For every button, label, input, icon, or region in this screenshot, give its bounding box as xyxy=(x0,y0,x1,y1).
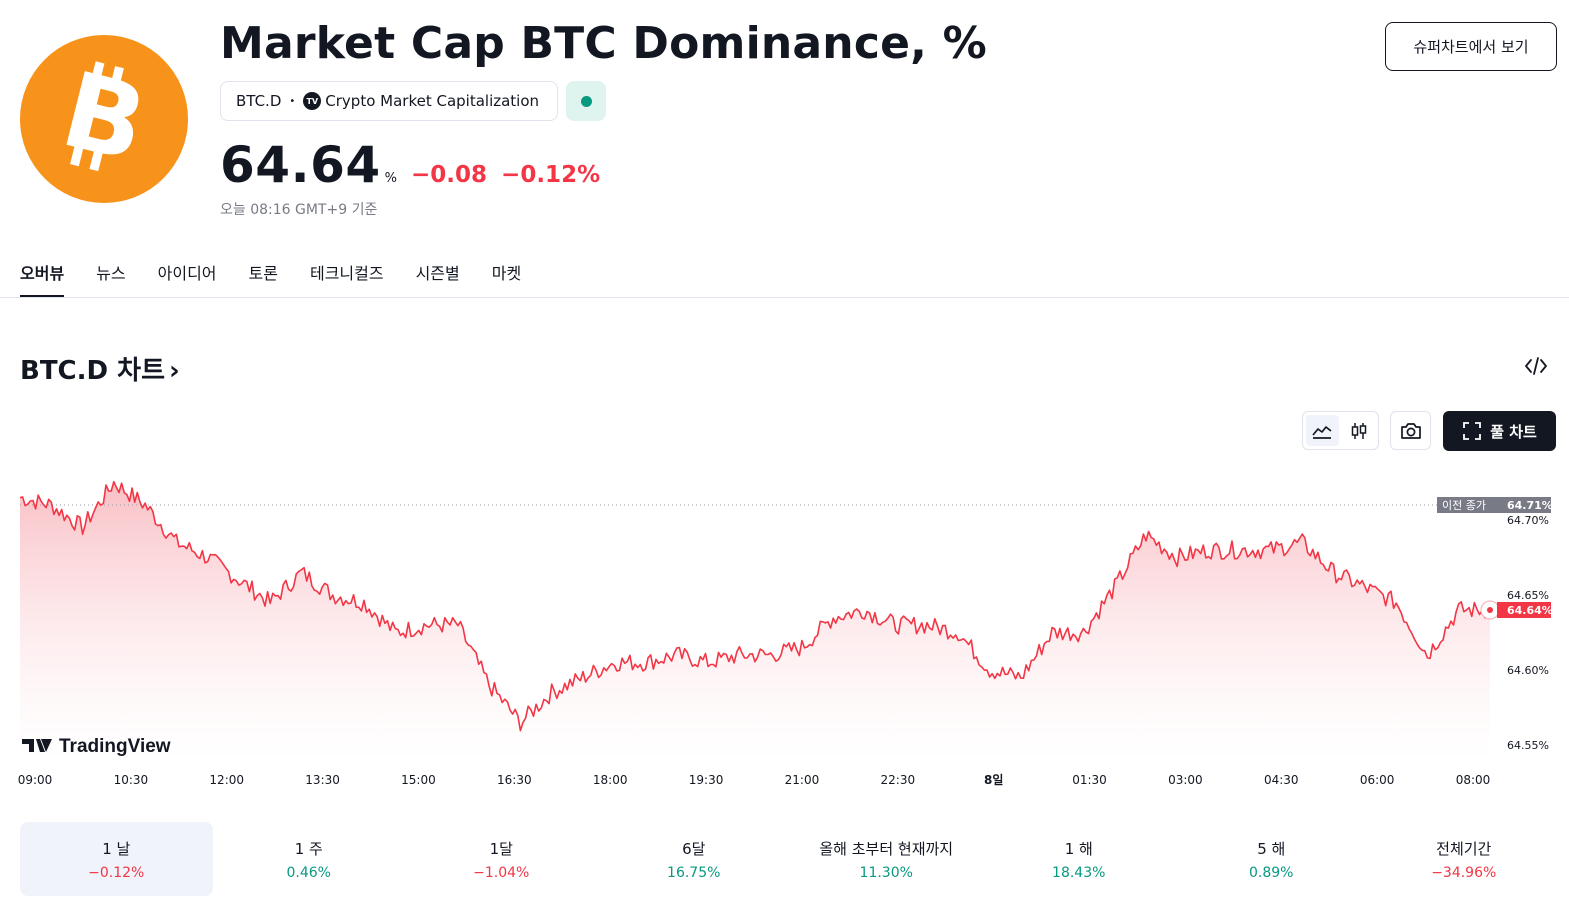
y-tick-label: 64.55% xyxy=(1507,739,1549,752)
period-5[interactable]: 1 해 18.43% xyxy=(983,822,1176,896)
x-tick-label: 01:30 xyxy=(1072,773,1107,787)
performance-periods: 1 날 −0.12% 1 주 0.46% 1달 −1.04% 6달 16.75% 올해 초부터 … xyxy=(20,822,1560,896)
y-tick-label: 64.70% xyxy=(1507,514,1549,527)
last-point-marker xyxy=(1487,607,1493,613)
period-3[interactable]: 6달 16.75% xyxy=(598,822,791,896)
prev-close-value: 64.71% xyxy=(1507,499,1553,512)
market-status-indicator[interactable] xyxy=(566,81,606,121)
x-tick-label: 08:00 xyxy=(1456,773,1491,787)
x-tick-label: 10:30 xyxy=(114,773,149,787)
x-tick-label: 06:00 xyxy=(1360,773,1395,787)
period-6[interactable]: 5 해 0.89% xyxy=(1175,822,1368,896)
watermark-text: TradingView xyxy=(59,736,171,757)
full-chart-button[interactable]: 풀 차트 xyxy=(1443,411,1556,451)
period-0[interactable]: 1 날 −0.12% xyxy=(20,822,213,896)
period-change: 0.46% xyxy=(286,864,331,881)
x-tick-label: 18:00 xyxy=(593,773,628,787)
separator-dot: • xyxy=(289,95,296,107)
period-1[interactable]: 1 주 0.46% xyxy=(213,822,406,896)
last-price-label-bg xyxy=(1497,602,1551,618)
price-unit: % xyxy=(384,171,398,186)
period-change: −34.96% xyxy=(1431,864,1497,881)
source-label: Crypto Market Capitalization xyxy=(325,92,540,110)
chevron-right-icon: › xyxy=(169,356,180,386)
price-change-abs: −0.08 xyxy=(411,162,488,188)
period-label: 전체기간 xyxy=(1436,839,1492,858)
market-open-dot-icon xyxy=(580,95,592,107)
last-price-label: 64.64% xyxy=(1507,604,1553,617)
x-tick-label: 19:30 xyxy=(689,773,724,787)
period-label: 1 날 xyxy=(102,839,131,858)
period-change: 11.30% xyxy=(859,864,913,881)
tabs-divider xyxy=(0,297,1569,298)
x-tick-label: 13:30 xyxy=(305,773,340,787)
chart-series-line xyxy=(19,480,1491,732)
tab-3[interactable]: 토론 xyxy=(248,264,278,283)
x-tick-label: 22:30 xyxy=(881,773,916,787)
candles-icon[interactable] xyxy=(1343,415,1376,446)
svg-text:B: B xyxy=(51,48,157,186)
prev-close-label: 이전 종가 xyxy=(1442,499,1486,512)
symbol-label: BTC.D xyxy=(236,92,282,110)
period-label: 5 해 xyxy=(1257,839,1286,858)
period-change: 18.43% xyxy=(1052,864,1106,881)
period-label: 올해 초부터 현재까지 xyxy=(819,839,954,858)
x-tick-label: 03:00 xyxy=(1168,773,1203,787)
x-tick-label: 16:30 xyxy=(497,773,532,787)
prev-close-value-bg xyxy=(1497,497,1551,513)
chart-style-toggle xyxy=(1302,411,1379,450)
camera-icon[interactable] xyxy=(1390,411,1431,450)
price-chart[interactable]: 64.70% 64.65% 64.60% 64.55% 이전 종가 64.71% 64.64… xyxy=(0,460,1569,800)
y-tick-label: 64.60% xyxy=(1507,664,1549,677)
tradingview-watermark[interactable]: TradingView xyxy=(22,736,171,757)
period-4[interactable]: 올해 초부터 현재까지 11.30% xyxy=(790,822,983,896)
area-chart-icon[interactable] xyxy=(1306,415,1339,446)
full-chart-label: 풀 차트 xyxy=(1490,422,1537,441)
period-change: −0.12% xyxy=(88,864,145,881)
period-change: 0.89% xyxy=(1249,864,1294,881)
view-in-supercharts-button[interactable]: 슈퍼차트에서 보기 xyxy=(1385,22,1557,71)
embed-code-icon[interactable] xyxy=(1523,354,1549,378)
period-label: 6달 xyxy=(682,839,706,858)
symbol-chip[interactable]: BTC.D • TV Crypto Market Capitalization xyxy=(220,81,558,121)
chart-section-heading[interactable]: BTC.D 차트 › xyxy=(20,350,180,387)
price-change-pct: −0.12% xyxy=(501,162,601,188)
symbol-tabs: 오버뷰 뉴스 아이디어 토론 테크니컬즈 시즌별 마켓 xyxy=(20,260,553,298)
bitcoin-logo-icon: B xyxy=(20,35,188,203)
x-tick-label: 8일 xyxy=(984,773,1003,787)
x-tick-label: 12:00 xyxy=(209,773,244,787)
period-label: 1 해 xyxy=(1064,839,1093,858)
last-price: 64.64 xyxy=(220,136,381,194)
period-label: 1 주 xyxy=(294,839,323,858)
tab-4[interactable]: 테크니컬즈 xyxy=(309,264,384,283)
x-tick-label: 09:00 xyxy=(18,773,53,787)
tab-5[interactable]: 시즌별 xyxy=(415,264,460,283)
period-label: 1달 xyxy=(489,839,513,858)
tab-0[interactable]: 오버뷰 xyxy=(20,260,65,298)
period-7[interactable]: 전체기간 −34.96% xyxy=(1368,822,1561,896)
period-change: 16.75% xyxy=(667,864,721,881)
fullscreen-icon xyxy=(1463,422,1482,440)
x-tick-label: 04:30 xyxy=(1264,773,1299,787)
period-change: −1.04% xyxy=(473,864,530,881)
tradingview-icon: TV xyxy=(303,92,322,110)
tradingview-logo-icon xyxy=(22,739,52,752)
as-of-timestamp: 오늘 08:16 GMT+9 기준 xyxy=(220,202,378,218)
tab-2[interactable]: 아이디어 xyxy=(157,264,217,283)
x-tick-label: 15:00 xyxy=(401,773,436,787)
chart-area-fill xyxy=(20,481,1490,760)
tab-6[interactable]: 마켓 xyxy=(491,264,522,283)
period-2[interactable]: 1달 −1.04% xyxy=(405,822,598,896)
chart-heading-label: BTC.D 차트 xyxy=(20,356,165,386)
y-tick-label: 64.65% xyxy=(1507,589,1549,602)
page-title: Market Cap BTC Dominance, % xyxy=(220,18,987,69)
tab-1[interactable]: 뉴스 xyxy=(96,264,126,283)
x-tick-label: 21:00 xyxy=(785,773,820,787)
price-row: 64.64 % −0.08 −0.12% xyxy=(220,136,614,194)
